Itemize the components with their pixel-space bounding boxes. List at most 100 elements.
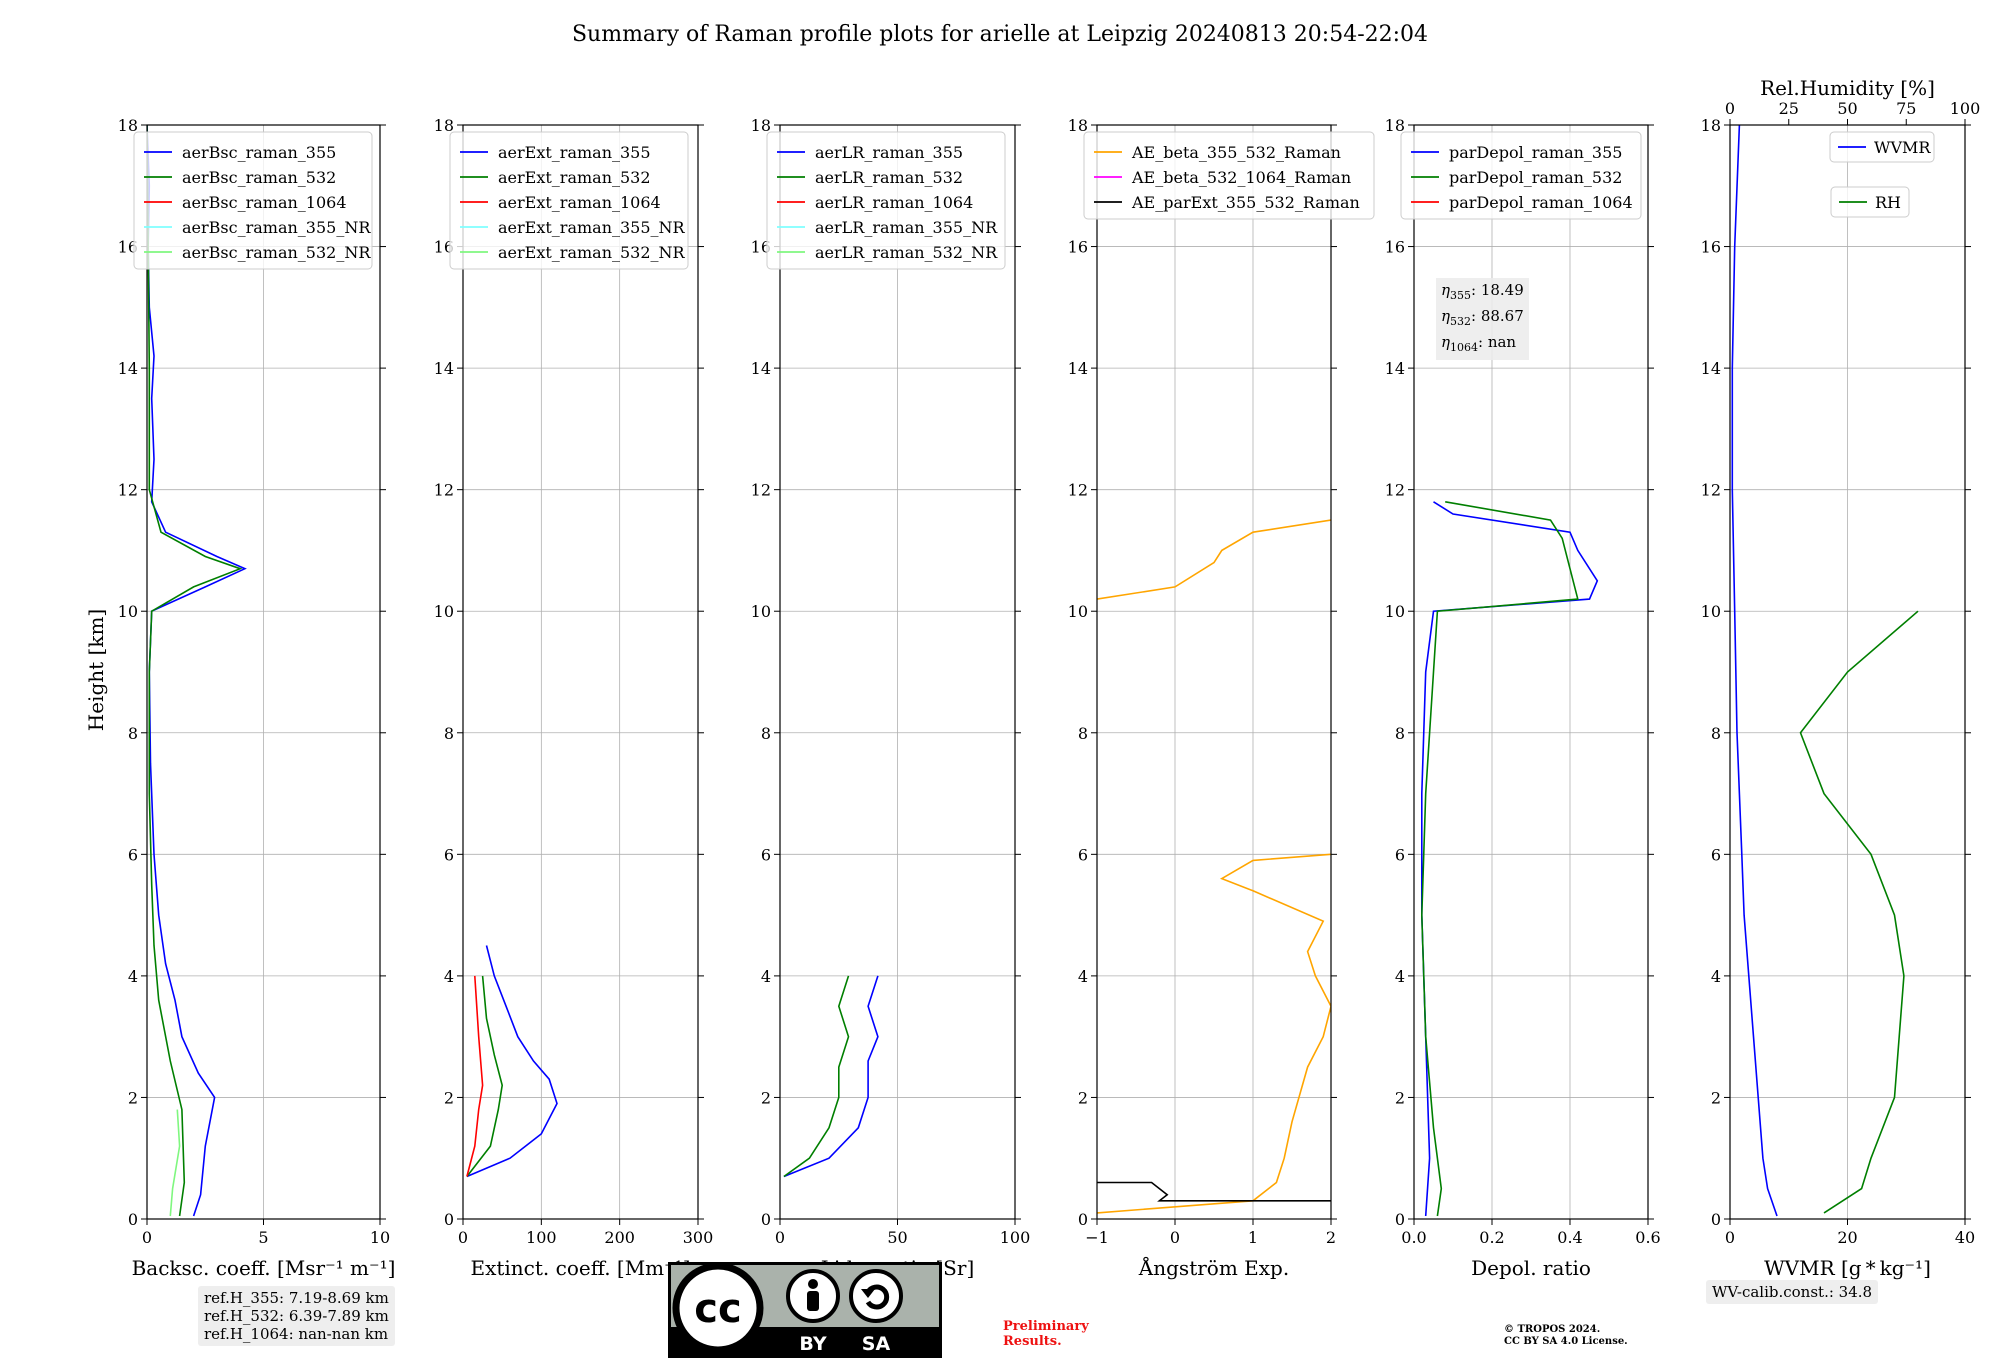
y-axis-label: Height [km] bbox=[84, 609, 108, 731]
y-tick-label: 4 bbox=[761, 967, 771, 986]
cc-by-sa-logo: cc BY SA bbox=[668, 1262, 942, 1358]
legend-box bbox=[766, 131, 1006, 270]
y-tick-label: 10 bbox=[434, 602, 454, 621]
legend-entry: parDepol_raman_532 bbox=[1449, 168, 1622, 187]
x-tick-label: 50 bbox=[887, 1228, 907, 1247]
y-tick-label: 6 bbox=[1078, 845, 1088, 864]
ref-h-355: ref.H_355: 7.19-8.69 km bbox=[204, 1289, 389, 1307]
y-tick-label: 14 bbox=[1385, 359, 1405, 378]
series-line-aerBsc_raman_532 bbox=[147, 125, 243, 1217]
figure-title: Summary of Raman profile plots for ariel… bbox=[571, 22, 1429, 47]
legend-entry: aerBsc_raman_355 bbox=[182, 143, 336, 162]
series-line-AE_beta_355_532_Raman bbox=[1097, 853, 1331, 1214]
wv-calibration-box: WV-calib.const.: 34.8 bbox=[1706, 1280, 1879, 1304]
x-tick-label: −1 bbox=[1085, 1228, 1109, 1247]
x-tick-label: 200 bbox=[604, 1228, 635, 1247]
y-tick-label: 14 bbox=[1068, 359, 1088, 378]
y-tick-label: 10 bbox=[1385, 602, 1405, 621]
y-tick-label: 0 bbox=[1395, 1210, 1405, 1229]
y-tick-label: 6 bbox=[1711, 845, 1721, 864]
series-line-AE_beta_355_532_Raman bbox=[1097, 519, 1331, 600]
series-line-RH bbox=[1799, 610, 1919, 1214]
legend-entry: aerLR_raman_355 bbox=[815, 143, 963, 162]
y-tick-label: 10 bbox=[1068, 602, 1088, 621]
top-tick-label: 50 bbox=[1837, 99, 1857, 118]
y-tick-label: 12 bbox=[1068, 481, 1088, 500]
legend-entry: aerLR_raman_355_NR bbox=[815, 218, 998, 237]
legend-entry: AE_parExt_355_532_Raman bbox=[1131, 193, 1360, 212]
top-tick-label: 75 bbox=[1896, 99, 1916, 118]
axes-frame bbox=[779, 124, 1016, 1220]
x-axis-label: Ångström Exp. bbox=[1138, 1255, 1289, 1280]
axes-frame bbox=[146, 124, 381, 1220]
y-tick-label: 2 bbox=[761, 1088, 771, 1107]
y-tick-label: 16 bbox=[1068, 238, 1088, 257]
person-body-icon bbox=[807, 1291, 819, 1311]
legend-entry: aerBsc_raman_532 bbox=[182, 168, 336, 187]
eta-1064: nan bbox=[1487, 333, 1517, 351]
legend-entry: aerExt_raman_355_NR bbox=[498, 218, 686, 237]
legend-box-wvmr bbox=[1829, 131, 1935, 163]
y-tick-label: 8 bbox=[1078, 724, 1088, 743]
y-tick-label: 0 bbox=[444, 1210, 454, 1229]
x-tick-label: 0.4 bbox=[1557, 1228, 1582, 1247]
axes-frame bbox=[1413, 124, 1649, 1220]
y-tick-label: 4 bbox=[1078, 967, 1088, 986]
series-group bbox=[466, 945, 558, 1178]
copyright-line1: © TROPOS 2024. bbox=[1504, 1324, 1601, 1335]
sa-label: SA bbox=[862, 1333, 891, 1355]
y-tick-label: 18 bbox=[1701, 116, 1721, 135]
series-line-aerExt_raman_355 bbox=[466, 945, 558, 1178]
series-line-aerBsc_raman_532_NR bbox=[169, 1109, 181, 1217]
y-tick-label: 8 bbox=[761, 724, 771, 743]
legend-entry: aerBsc_raman_1064 bbox=[182, 193, 347, 212]
legend-entry: parDepol_raman_355 bbox=[1449, 143, 1622, 162]
y-tick-label: 14 bbox=[118, 359, 138, 378]
legend-box bbox=[1400, 131, 1642, 220]
legend-entry: AE_beta_532_1064_Raman bbox=[1131, 168, 1351, 187]
legend-box-rh bbox=[1830, 186, 1910, 218]
y-tick-label: 10 bbox=[1701, 602, 1721, 621]
y-tick-label: 18 bbox=[751, 116, 771, 135]
legend-entry: AE_beta_355_532_Raman bbox=[1131, 143, 1341, 162]
y-tick-label: 2 bbox=[444, 1088, 454, 1107]
y-tick-label: 6 bbox=[128, 845, 138, 864]
legend-entry: aerBsc_raman_355_NR bbox=[182, 218, 371, 237]
y-tick-label: 6 bbox=[444, 845, 454, 864]
series-group bbox=[1420, 501, 1599, 1217]
y-tick-label: 16 bbox=[434, 238, 454, 257]
copyright-line2: CC BY SA 4.0 License. bbox=[1504, 1336, 1628, 1347]
x-tick-label: 0.0 bbox=[1401, 1228, 1426, 1247]
legend-entry: parDepol_raman_1064 bbox=[1449, 193, 1633, 212]
series-line-aerExt_raman_1064 bbox=[466, 975, 484, 1177]
y-tick-label: 12 bbox=[118, 481, 138, 500]
by-label: BY bbox=[799, 1333, 826, 1355]
x-tick-label: 5 bbox=[258, 1228, 268, 1247]
y-tick-label: 4 bbox=[128, 967, 138, 986]
legend-entry: aerExt_raman_355 bbox=[498, 143, 651, 162]
y-tick-label: 12 bbox=[434, 481, 454, 500]
series-line-parDepol_raman_532 bbox=[1420, 501, 1579, 1217]
y-tick-label: 12 bbox=[1701, 481, 1721, 500]
y-tick-label: 14 bbox=[751, 359, 771, 378]
x-tick-label: 0 bbox=[1725, 1228, 1735, 1247]
series-line-aerLR_raman_355 bbox=[783, 975, 879, 1178]
y-tick-label: 10 bbox=[751, 602, 771, 621]
y-tick-label: 4 bbox=[1395, 967, 1405, 986]
x-axis-label: Extinct. coeff. [Mm⁻¹] bbox=[470, 1256, 690, 1280]
x-tick-label: 0.6 bbox=[1635, 1228, 1660, 1247]
legend-entry: RH bbox=[1875, 193, 1901, 212]
top-tick-label: 25 bbox=[1779, 99, 1799, 118]
y-tick-label: 16 bbox=[118, 238, 138, 257]
x-tick-label: 40 bbox=[1955, 1228, 1975, 1247]
axes-frame bbox=[1096, 124, 1332, 1220]
y-tick-label: 8 bbox=[128, 724, 138, 743]
axes-frame bbox=[462, 124, 699, 1220]
y-tick-label: 8 bbox=[1395, 724, 1405, 743]
y-tick-label: 18 bbox=[118, 116, 138, 135]
legend-entry: aerExt_raman_532_NR bbox=[498, 243, 686, 262]
eta-annotation: η355: 18.49 η532: 88.67 η1064: nan bbox=[1436, 278, 1529, 360]
series-line-aerLR_raman_532 bbox=[783, 975, 850, 1178]
copyright-note: © TROPOS 2024. CC BY SA 4.0 License. bbox=[1504, 1324, 1628, 1348]
